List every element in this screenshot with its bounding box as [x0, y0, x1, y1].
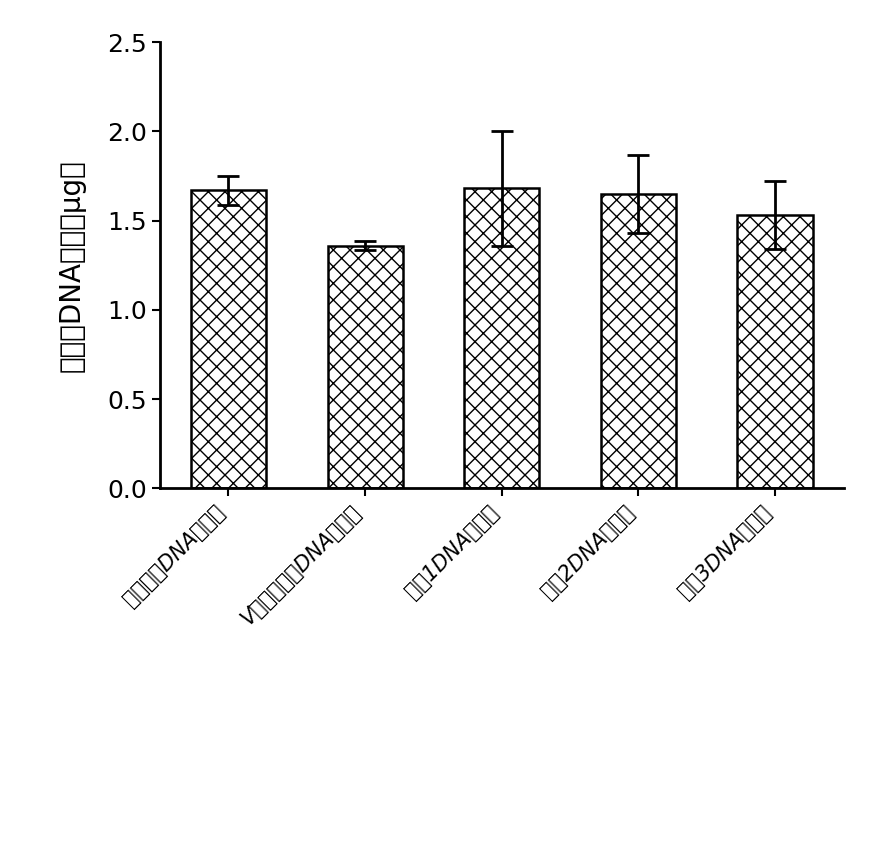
Bar — [191, 190, 266, 488]
Bar — [328, 246, 402, 488]
Bar — [737, 216, 813, 488]
Bar — [464, 189, 539, 488]
Bar — [601, 194, 676, 488]
Y-axis label: 回收后DNA总量（μg）: 回收后DNA总量（μg） — [58, 159, 86, 371]
